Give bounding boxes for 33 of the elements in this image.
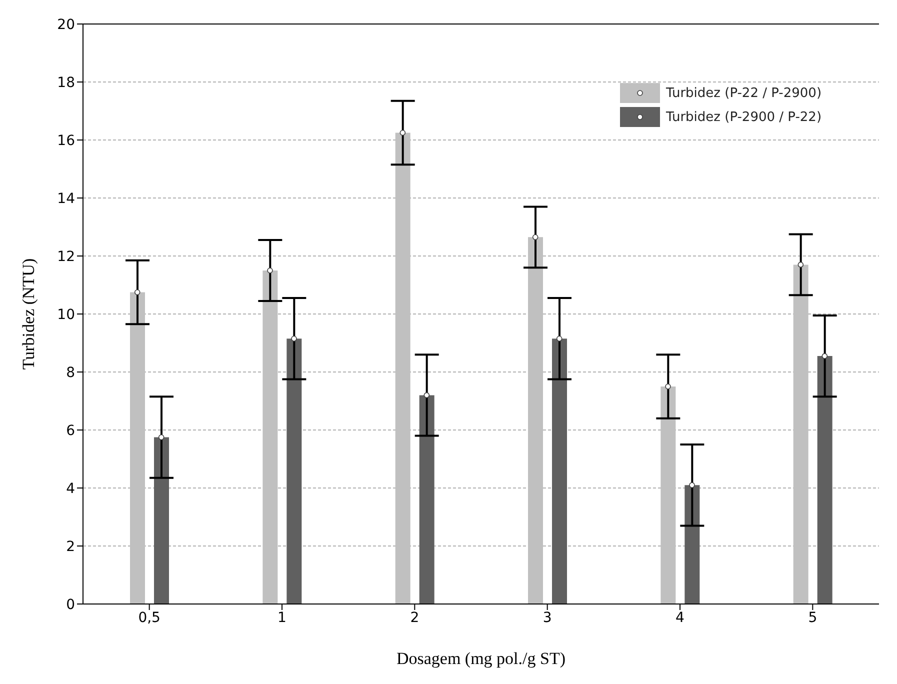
legend-label: Turbidez (P-2900 / P-22)	[666, 110, 822, 124]
bar	[154, 437, 169, 604]
bar	[286, 338, 302, 604]
bar	[419, 395, 434, 604]
y-axis-title: Turbidez (NTU)	[19, 258, 38, 370]
x-tick-label: 5	[808, 610, 818, 626]
y-tick-label: 16	[57, 132, 76, 149]
bar	[660, 386, 676, 604]
legend-label: Turbidez (P-22 / P-2900)	[666, 86, 822, 100]
x-tick-label: 0,5	[138, 610, 160, 626]
y-tick-label: 4	[66, 480, 76, 497]
bar	[793, 264, 808, 604]
x-tick-label: 1	[278, 610, 286, 626]
bar	[817, 356, 832, 604]
y-tick-label: 18	[57, 74, 75, 91]
y-tick-label: 8	[66, 364, 75, 381]
y-tick-label: 20	[57, 16, 75, 33]
bar	[130, 292, 145, 604]
y-tick-label: 12	[57, 248, 75, 265]
y-tick-label: 14	[57, 190, 76, 207]
x-tick-label: 3	[542, 610, 552, 626]
bar	[528, 237, 543, 604]
x-tick-label: 4	[676, 610, 685, 626]
y-tick-label: 10	[57, 306, 75, 323]
x-tick-label: 2	[410, 610, 420, 626]
bar	[395, 132, 410, 604]
y-tick-label: 6	[66, 422, 76, 439]
y-tick-label: 0	[66, 596, 75, 613]
bar	[262, 270, 278, 604]
y-tick-label: 2	[66, 538, 75, 555]
bar	[684, 485, 700, 604]
bar	[552, 338, 567, 604]
x-axis-title: Dosagem (mg pol./g ST)	[396, 649, 566, 668]
